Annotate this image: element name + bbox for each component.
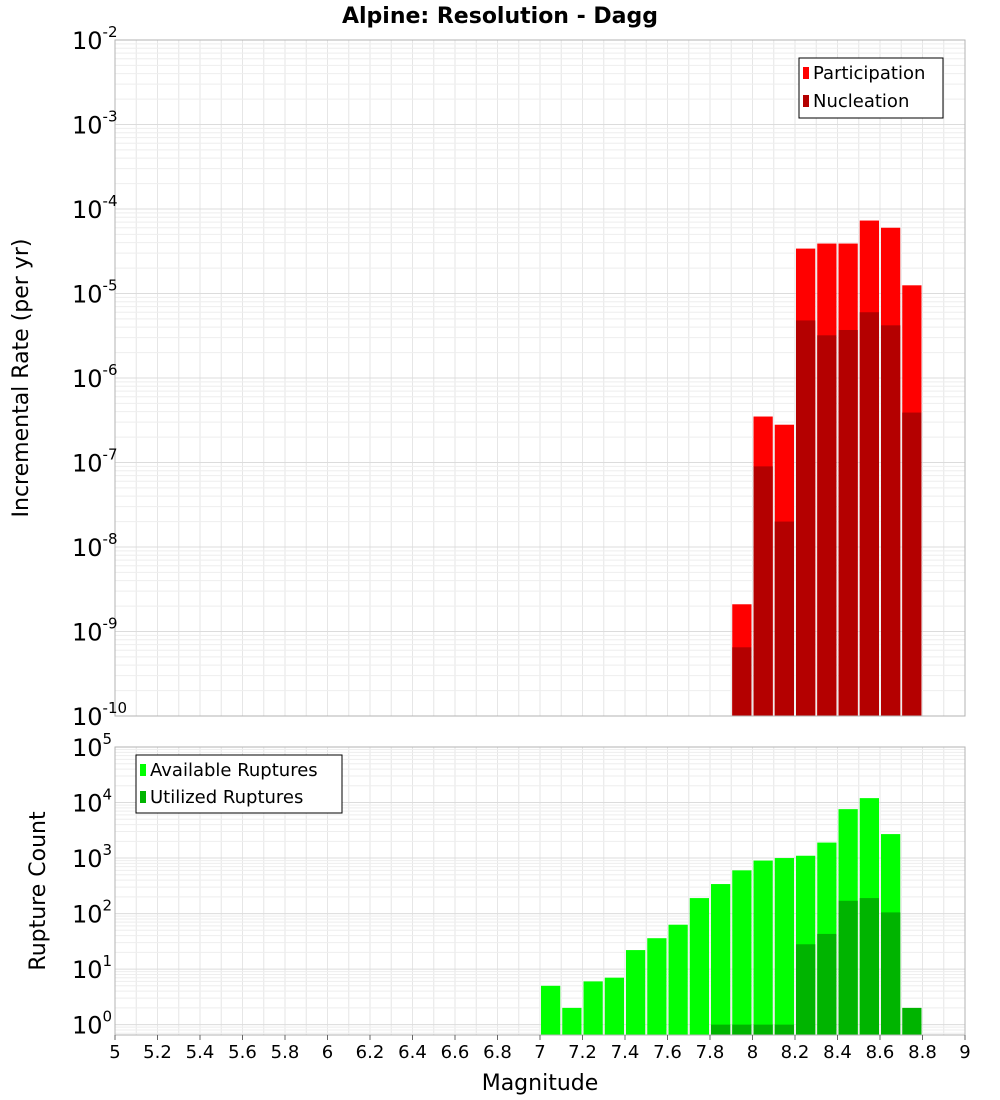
x-tick-label: 7	[534, 1042, 545, 1063]
y-tick-label: 100	[72, 1008, 112, 1040]
y-tick-label: 103	[72, 841, 112, 873]
legend-utilized-label: Utilized Ruptures	[150, 787, 303, 808]
counts-plot: 100 101 102 103 104 105 5 5.2 5.4 5.6 5.8 6 6.2 6.4 6…	[26, 730, 971, 1096]
bar-nucleation	[902, 412, 922, 716]
legend-available-swatch	[140, 764, 146, 776]
counts-legend: Available Ruptures Utilized Ruptures	[135, 754, 343, 814]
x-tick-label: 5.4	[186, 1042, 215, 1063]
counts-y-axis-label: Rupture Count	[26, 811, 51, 971]
x-tick-label: 6.2	[356, 1042, 385, 1063]
rates-gridlines	[114, 39, 966, 717]
legend-nucleation-label: Nucleation	[813, 91, 909, 112]
bar-utilized-ruptures	[753, 1024, 773, 1035]
legend-utilized-swatch	[140, 791, 146, 803]
x-tick-label: 9	[959, 1042, 970, 1063]
x-tick-label: 8.8	[908, 1042, 937, 1063]
y-tick-label: 10-7	[72, 446, 118, 478]
bar-nucleation	[732, 647, 752, 716]
bar-utilized-ruptures	[774, 1024, 794, 1035]
y-tick-label: 104	[72, 786, 112, 818]
bar-utilized-ruptures	[817, 933, 837, 1035]
x-tick-label: 5.8	[271, 1042, 300, 1063]
bar-utilized-ruptures	[859, 898, 879, 1035]
legend-nucleation-swatch	[803, 95, 809, 107]
bar-nucleation	[774, 521, 794, 716]
bar-nucleation	[796, 320, 816, 716]
x-tick-label: 5.2	[143, 1042, 172, 1063]
counts-bars	[541, 798, 922, 1035]
x-tick-label: 6.4	[398, 1042, 427, 1063]
counts-y-tick-labels: 100 101 102 103 104 105	[72, 730, 112, 1040]
legend-participation-label: Participation	[813, 63, 925, 84]
rates-legend-box	[798, 57, 944, 119]
y-tick-label: 105	[72, 730, 112, 762]
y-tick-label: 10-6	[72, 361, 118, 393]
bar-available-ruptures	[647, 938, 667, 1035]
bar-available-ruptures	[689, 898, 709, 1035]
x-tick-label: 8.4	[823, 1042, 852, 1063]
y-tick-label: 10-3	[72, 108, 118, 140]
y-tick-label: 10-10	[72, 699, 127, 731]
x-tick-labels: 5 5.2 5.4 5.6 5.8 6 6.2 6.4 6.6 6.8 7 7.2 7.4 7.6 7.8 8…	[109, 1035, 971, 1063]
bar-nucleation	[753, 466, 773, 716]
bar-utilized-ruptures	[732, 1024, 752, 1035]
rates-bars	[732, 220, 922, 716]
rates-legend: Participation Nucleation	[798, 57, 944, 119]
x-tick-label: 5	[109, 1042, 120, 1063]
bar-available-ruptures	[711, 884, 731, 1035]
y-tick-label: 10-9	[72, 615, 118, 647]
bar-nucleation	[838, 329, 858, 716]
bar-utilized-ruptures	[838, 900, 858, 1035]
x-tick-label: 7.6	[653, 1042, 682, 1063]
bar-nucleation	[859, 312, 879, 716]
y-tick-label: 10-8	[72, 530, 118, 562]
chart-title: Alpine: Resolution - Dagg	[342, 4, 658, 29]
y-tick-label: 101	[72, 952, 112, 984]
x-tick-label: 7.8	[696, 1042, 725, 1063]
legend-available-label: Available Ruptures	[150, 760, 318, 781]
x-tick-label: 7.2	[568, 1042, 597, 1063]
y-tick-label: 10-4	[72, 192, 118, 224]
bar-available-ruptures	[732, 870, 752, 1035]
bar-available-ruptures	[541, 985, 561, 1035]
bar-available-ruptures	[583, 981, 603, 1035]
counts-legend-box	[135, 754, 343, 814]
bar-utilized-ruptures	[711, 1024, 731, 1035]
bar-available-ruptures	[626, 950, 646, 1035]
legend-participation-swatch	[803, 67, 809, 79]
x-axis-label: Magnitude	[482, 1071, 599, 1096]
rates-plot: 10-10 10-9 10-8 10-7 10-6 10-5 10-4 10-3 10-2 In…	[9, 23, 966, 731]
rates-y-tick-labels: 10-10 10-9 10-8 10-7 10-6 10-5 10-4 10-3 10-2	[72, 23, 127, 731]
x-tick-label: 6	[322, 1042, 333, 1063]
bar-utilized-ruptures	[881, 912, 901, 1035]
x-tick-label: 8.2	[781, 1042, 810, 1063]
bar-nucleation	[817, 335, 837, 716]
bar-available-ruptures	[604, 977, 624, 1035]
y-tick-label: 102	[72, 897, 112, 929]
x-tick-label: 8.6	[866, 1042, 895, 1063]
x-tick-label: 5.6	[228, 1042, 257, 1063]
bar-utilized-ruptures	[902, 1007, 922, 1035]
rates-y-axis-label: Incremental Rate (per yr)	[9, 239, 34, 518]
bar-available-ruptures	[774, 858, 794, 1035]
bar-available-ruptures	[668, 924, 688, 1035]
bar-available-ruptures	[562, 1007, 582, 1035]
x-tick-label: 6.8	[483, 1042, 512, 1063]
rates-plot-frame	[114, 39, 966, 717]
y-tick-label: 10-5	[72, 277, 118, 309]
bar-utilized-ruptures	[796, 944, 816, 1035]
x-tick-label: 6.6	[441, 1042, 470, 1063]
x-tick-label: 7.4	[611, 1042, 640, 1063]
x-tick-label: 8	[747, 1042, 758, 1063]
bar-available-ruptures	[753, 860, 773, 1035]
bar-nucleation	[881, 325, 901, 716]
y-tick-label: 10-2	[72, 23, 118, 55]
